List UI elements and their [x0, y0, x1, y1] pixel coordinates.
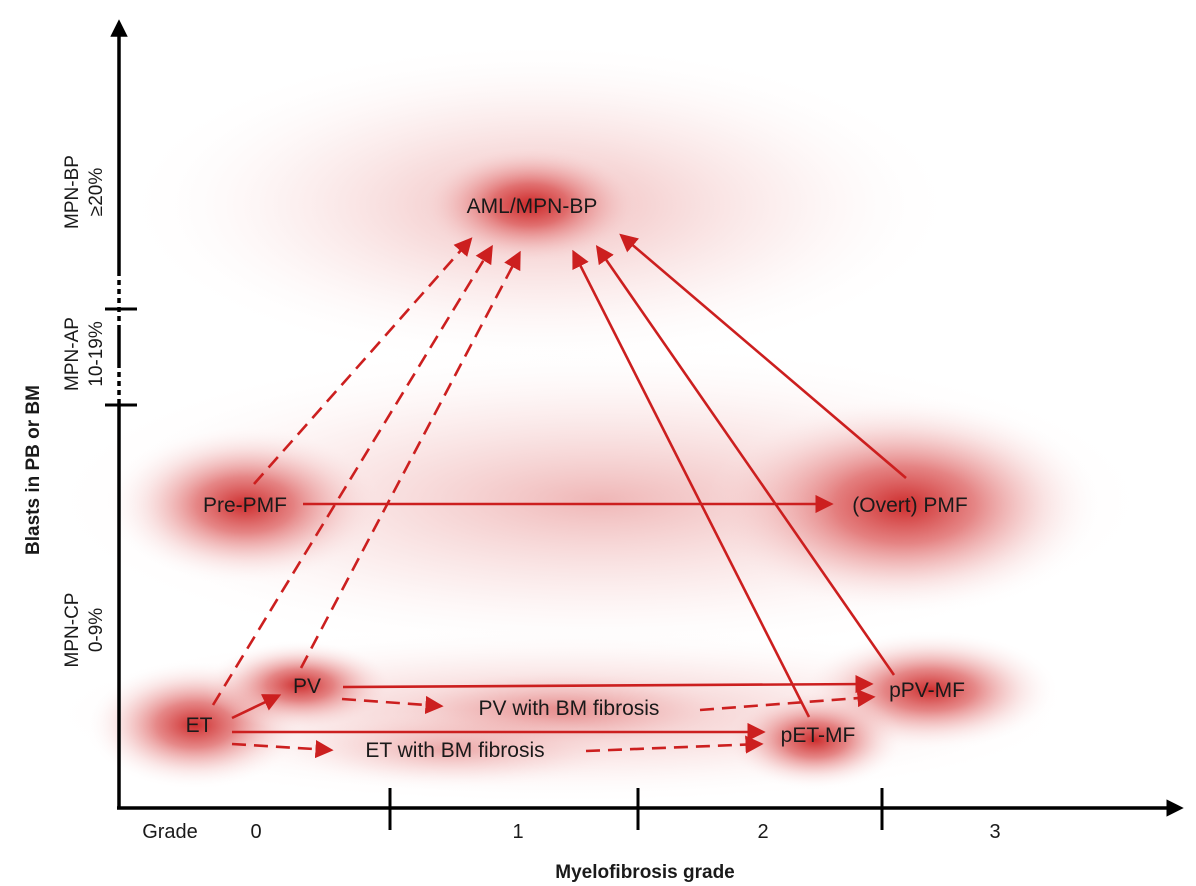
band-cp-range: 0-9% [86, 608, 107, 652]
arrow-pv-to-pvfib [341, 695, 444, 715]
node-pv-fibrosis: PV with BM fibrosis [479, 697, 660, 720]
x-tick-0: 0 [250, 821, 261, 843]
glow-overt-pmf [705, 395, 1105, 615]
arrow-overtpmf-to-aml [619, 233, 907, 479]
glow-et-fibrosis [270, 710, 630, 790]
arrow-pvfib-to-ppvmf [699, 689, 876, 712]
band-cp-name: MPN-CP [62, 593, 83, 668]
arrow-pv-to-aml [299, 250, 521, 669]
glow-aml [420, 145, 640, 265]
node-pet-mf: pET-MF [781, 724, 856, 747]
arrow-pv-to-ppvmf [342, 674, 874, 694]
x-tick-2: 2 [757, 821, 768, 843]
x-axis-prefix: Grade [142, 821, 198, 843]
axes [105, 19, 1184, 830]
band-bp-name: MPN-BP [62, 155, 83, 229]
arrow-prepmf-to-aml [253, 237, 473, 485]
transition-arrows [211, 233, 907, 759]
band-ap-name: MPN-AP [62, 317, 83, 391]
node-aml: AML/MPN-BP [467, 195, 598, 218]
arrow-petmf-to-aml [572, 249, 811, 718]
band-ap-range: 10-19% [86, 321, 107, 387]
arrow-et-to-aml [211, 244, 493, 706]
glow-pre-pmf [105, 425, 385, 585]
glow-pet-mf [725, 690, 905, 790]
x-tick-3: 3 [989, 821, 1000, 843]
y-band-labels: MPN-BP ≥20% MPN-AP 10-19% MPN-CP 0-9% [62, 155, 107, 667]
band-bp-range: ≥20% [86, 168, 107, 217]
node-overt-pmf: (Overt) PMF [852, 494, 968, 517]
node-pv: PV [293, 675, 321, 698]
node-pre-pmf: Pre-PMF [203, 494, 287, 517]
node-labels: AML/MPN-BP Pre-PMF (Overt) PMF PV ET PV … [186, 195, 968, 762]
node-ppv-mf: pPV-MF [889, 679, 965, 702]
arrow-etfib-to-petmf [585, 735, 764, 754]
arrow-et-to-pv [231, 694, 282, 720]
arrow-ppvmf-to-aml [595, 245, 896, 676]
x-tick-1: 1 [512, 821, 523, 843]
arrow-et-to-etfib [231, 740, 334, 759]
node-et: ET [186, 714, 213, 737]
y-axis-title: Blasts in PB or BM [23, 385, 44, 555]
x-axis-title: Myelofibrosis grade [555, 862, 735, 883]
x-tick-labels: Grade 0 1 2 3 [142, 821, 1000, 843]
node-et-fibrosis: ET with BM fibrosis [365, 739, 544, 762]
glow-layer [40, 40, 1160, 805]
